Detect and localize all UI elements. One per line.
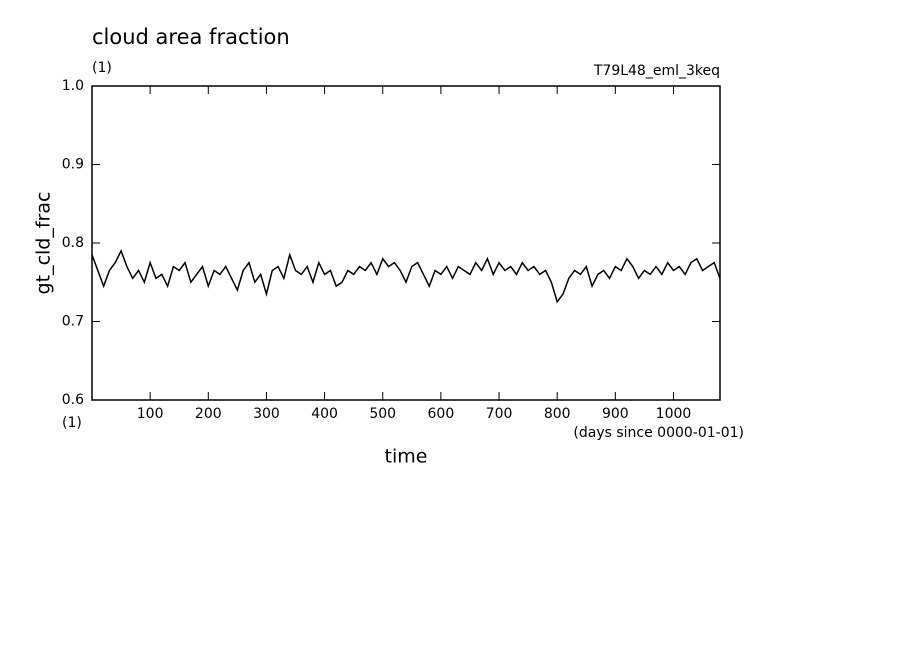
x-tick-label: 300 [253,406,280,422]
y-tick-label: 1.0 [62,78,84,94]
chart-title: cloud area fraction [92,25,290,49]
data-line [91,248,721,304]
x-tick-label: 900 [602,406,629,422]
unit-label: (1) [92,60,112,76]
y-tick-label: 0.6 [62,392,84,408]
x-tick-label: 600 [428,406,455,422]
y-axis-label: gt_cld_frac [33,192,55,295]
y-tick-label: 0.8 [62,235,84,251]
x-tick-label: 400 [311,406,338,422]
x-tick-label: 100 [137,406,164,422]
x-tick-label: 500 [369,406,396,422]
plot-frame [91,85,721,401]
x-tick-label: 1000 [656,406,692,422]
x-tick-label: 700 [486,406,513,422]
x-note: (days since 0000-01-01) [573,425,744,441]
x-tick-label: 800 [544,406,571,422]
y-tick-label: 0.7 [62,314,84,330]
x-unit-label: (1) [62,415,82,431]
y-tick-label: 0.9 [62,157,84,173]
x-tick-label: 200 [195,406,222,422]
run-label: T79L48_eml_3keq [593,63,720,79]
x-axis-label: time [385,446,428,468]
